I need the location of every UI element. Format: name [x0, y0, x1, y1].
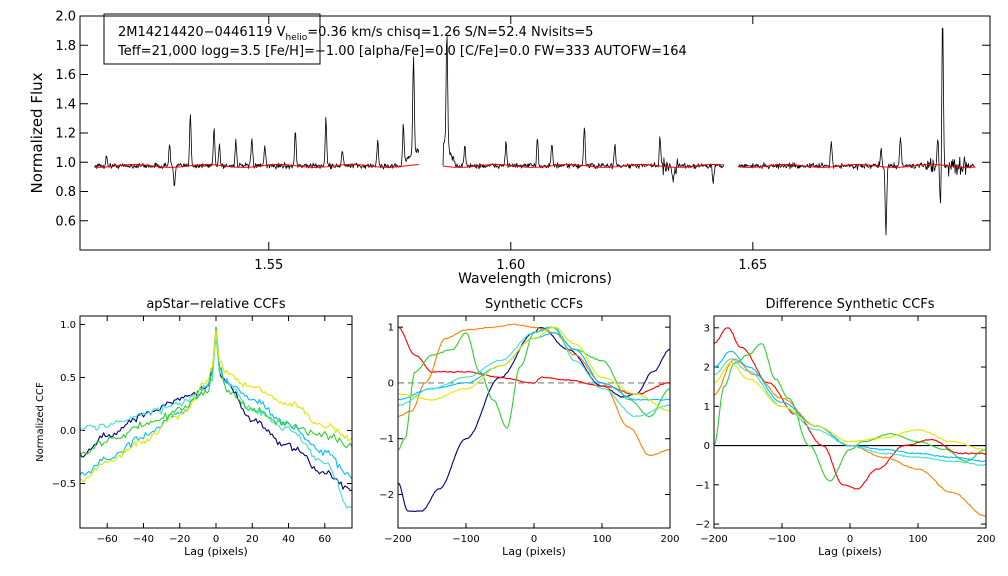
- y-tick-label: 1.6: [55, 68, 76, 83]
- header-box: [103, 13, 321, 65]
- x-tick-label: 1.60: [496, 258, 525, 273]
- ccf-series-line: [713, 343, 987, 482]
- ccf-series-line: [714, 358, 987, 467]
- x-tick-label: −40: [133, 534, 154, 545]
- y-tick-label: 1: [388, 323, 394, 334]
- x-tick-label: −60: [97, 534, 118, 545]
- y-tick-label: −0.5: [52, 479, 76, 490]
- ccf-series-line: [79, 329, 353, 483]
- x-tick-label: 0: [213, 534, 219, 545]
- x-tick-label: 100: [592, 534, 611, 545]
- x-tick-label: 40: [282, 534, 295, 545]
- x-tick-label: 100: [908, 534, 927, 545]
- y-axis-label: Normalized CCF: [35, 382, 46, 462]
- ccf-series-line: [79, 330, 353, 492]
- x-axis-label: Lag (pixels): [818, 545, 882, 558]
- x-tick-label: 1.65: [738, 258, 767, 273]
- x-axis-label: Lag (pixels): [502, 545, 566, 558]
- ccf-series-line: [397, 323, 671, 457]
- x-tick-label: 0: [847, 534, 853, 545]
- ccf-series-line: [397, 326, 671, 396]
- plot-frame: [713, 315, 987, 529]
- y-tick-label: 3: [704, 323, 710, 334]
- x-tick-label: −20: [169, 534, 190, 545]
- y-tick-label: −1: [695, 480, 710, 491]
- difference-ccf-panel: −200 −100 0 100 200 −2 −1 0 1 2 3 Lag (pixels) Diffe…: [695, 297, 995, 558]
- x-axis-label: Lag (pixels): [184, 545, 248, 558]
- y-tick-label: 1.4: [55, 97, 76, 112]
- y-tick-label: 1.0: [55, 156, 76, 171]
- ccf-series-line: [397, 326, 671, 417]
- x-tick-label: −100: [452, 534, 479, 545]
- x-tick-label: 1.55: [254, 258, 283, 273]
- panel-title: Synthetic CCFs: [485, 297, 583, 312]
- x-tick-label: 200: [976, 534, 995, 545]
- spectrum-panel: 2M14214420−0446119 Vhelio=0.36 km/s chis…: [28, 10, 991, 287]
- y-tick-label: 0: [704, 441, 710, 452]
- ccf-series-line: [397, 327, 671, 513]
- x-tick-label: 20: [246, 534, 259, 545]
- y-tick-label: 2.0: [55, 10, 76, 25]
- plot-frame: [79, 15, 991, 251]
- ccf-series-line: [397, 326, 671, 412]
- panel-title: Difference Synthetic CCFs: [765, 297, 934, 312]
- spectrum-observed-line: [442, 36, 725, 184]
- spectrum-observed-line: [737, 27, 976, 236]
- ccf-series-line: [713, 358, 987, 518]
- ccf-series-line: [713, 361, 987, 451]
- y-tick-label: 0.0: [60, 426, 76, 437]
- plot-frame: [397, 315, 671, 529]
- header-line-2: Teff=21,000 logg=3.5 [Fe/H]=−1.00 [alpha…: [117, 44, 687, 59]
- y-tick-label: 1: [704, 402, 710, 413]
- synthetic-ccf-panel: −200 −100 0 100 200 −2 −1 0 1 Lag (pixels) Synthet…: [379, 297, 679, 558]
- y-tick-label: 1.2: [55, 127, 76, 142]
- ccf-series-line: [713, 327, 987, 490]
- x-tick-label: 0: [531, 534, 537, 545]
- y-tick-label: 0: [388, 378, 394, 389]
- y-tick-label: 0.5: [60, 373, 76, 384]
- ccf-series-line: [397, 326, 671, 451]
- y-axis-label: Normalized Flux: [28, 72, 46, 193]
- ccf-series-line: [79, 326, 353, 457]
- x-axis-label: Wavelength (microns): [458, 271, 612, 287]
- y-tick-label: 0.8: [55, 185, 76, 200]
- spectrum-model-line: [94, 163, 419, 168]
- x-tick-label: 60: [318, 534, 331, 545]
- x-tick-label: −200: [700, 534, 727, 545]
- y-tick-label: −1: [379, 434, 394, 445]
- apstar-ccf-panel: −60 −40 −20 0 20 40 60 −0.5 0.0 0.5 1.0 Lag (pixels…: [35, 297, 353, 558]
- plot-frame: [79, 315, 353, 529]
- y-tick-label: 1.8: [55, 39, 76, 54]
- panel-title: apStar−relative CCFs: [146, 297, 286, 312]
- y-tick-label: −2: [379, 490, 394, 501]
- header-line-1: 2M14214420−0446119 Vhelio=0.36 km/s chis…: [118, 25, 593, 43]
- x-tick-label: −200: [384, 534, 411, 545]
- y-tick-label: 2: [704, 363, 710, 374]
- spectrum-model-line: [738, 163, 976, 168]
- y-tick-label: 0.6: [55, 214, 76, 229]
- ccf-series-line: [397, 331, 671, 401]
- y-tick-label: −2: [695, 520, 710, 531]
- x-tick-label: −100: [768, 534, 795, 545]
- y-tick-label: 1.0: [60, 320, 76, 331]
- x-tick-label: 200: [660, 534, 679, 545]
- spectrum-model-line: [442, 163, 724, 168]
- ccf-series-line: [79, 336, 353, 509]
